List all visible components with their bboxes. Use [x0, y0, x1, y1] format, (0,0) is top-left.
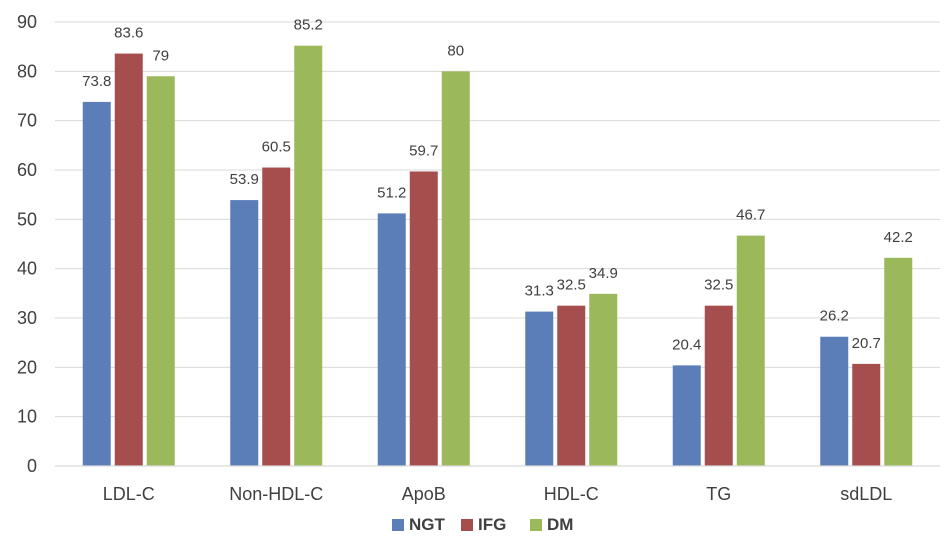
y-axis-ticks: 0 10 20 30 40 50 60 70 80 90 [17, 12, 37, 476]
bar-ifg-apob [409, 171, 438, 467]
bar-ngt-sdldl [820, 336, 849, 466]
bars [82, 45, 913, 467]
bar-ngt-tg [672, 365, 701, 466]
x-category-label: HDL-C [544, 484, 599, 504]
data-label: 34.9 [589, 265, 618, 282]
y-tick-label: 50 [17, 209, 37, 229]
data-label: 51.2 [377, 184, 406, 201]
y-tick-label: 40 [17, 259, 37, 279]
bar-dm-hdl-c [589, 293, 618, 466]
data-label: 20.4 [672, 336, 701, 353]
bar-ngt-non-hdl-c [230, 200, 259, 467]
data-label: 42.2 [884, 229, 913, 246]
legend: NGT IFG DM [392, 515, 573, 534]
data-label: 32.5 [557, 277, 586, 294]
data-label: 53.9 [230, 171, 259, 188]
bar-ifg-tg [704, 305, 733, 466]
y-tick-label: 60 [17, 160, 37, 180]
y-tick-label: 90 [17, 12, 37, 32]
legend-label-dm: DM [547, 515, 573, 534]
data-label: 32.5 [704, 277, 733, 294]
bar-ngt-hdl-c [525, 311, 554, 466]
data-label: 83.6 [114, 25, 143, 42]
bar-ngt-ldl-c [82, 101, 111, 467]
bar-ifg-hdl-c [557, 305, 586, 466]
x-category-label: TG [706, 484, 731, 504]
legend-label-ngt: NGT [409, 515, 446, 534]
y-tick-label: 10 [17, 407, 37, 427]
x-category-label: Non-HDL-C [229, 484, 323, 504]
data-label: 80 [447, 42, 464, 59]
data-label: 59.7 [409, 142, 438, 159]
x-category-label: ApoB [402, 484, 446, 504]
legend-swatch-ifg [461, 519, 473, 531]
gridlines [55, 21, 940, 418]
data-label: 79 [152, 47, 169, 64]
y-tick-label: 80 [17, 61, 37, 81]
y-tick-label: 0 [27, 456, 37, 476]
x-axis: LDL-C Non-HDL-C ApoB HDL-C TG sdLDL [55, 465, 940, 504]
bar-dm-apob [441, 71, 470, 466]
data-label: 20.7 [852, 335, 881, 352]
bar-ifg-ldl-c [114, 53, 143, 466]
legend-label-ifg: IFG [478, 515, 506, 534]
data-label: 85.2 [294, 17, 323, 34]
data-label: 60.5 [262, 139, 291, 156]
y-tick-label: 30 [17, 308, 37, 328]
legend-swatch-ngt [392, 519, 404, 531]
data-label: 31.3 [525, 283, 554, 300]
bar-dm-non-hdl-c [294, 45, 323, 467]
bar-dm-tg [736, 235, 765, 466]
data-label: 46.7 [736, 207, 765, 224]
bar-ifg-non-hdl-c [262, 167, 291, 467]
x-category-label: sdLDL [840, 484, 892, 504]
bar-ngt-apob [377, 213, 406, 466]
x-category-label: LDL-C [103, 484, 155, 504]
legend-swatch-dm [530, 519, 542, 531]
bar-ifg-sdldl [852, 363, 881, 466]
data-label: 73.8 [82, 73, 111, 90]
y-tick-label: 70 [17, 111, 37, 131]
y-tick-label: 20 [17, 357, 37, 377]
bar-dm-ldl-c [146, 76, 175, 467]
bar-dm-sdldl [884, 257, 913, 466]
data-label: 26.2 [820, 308, 849, 325]
